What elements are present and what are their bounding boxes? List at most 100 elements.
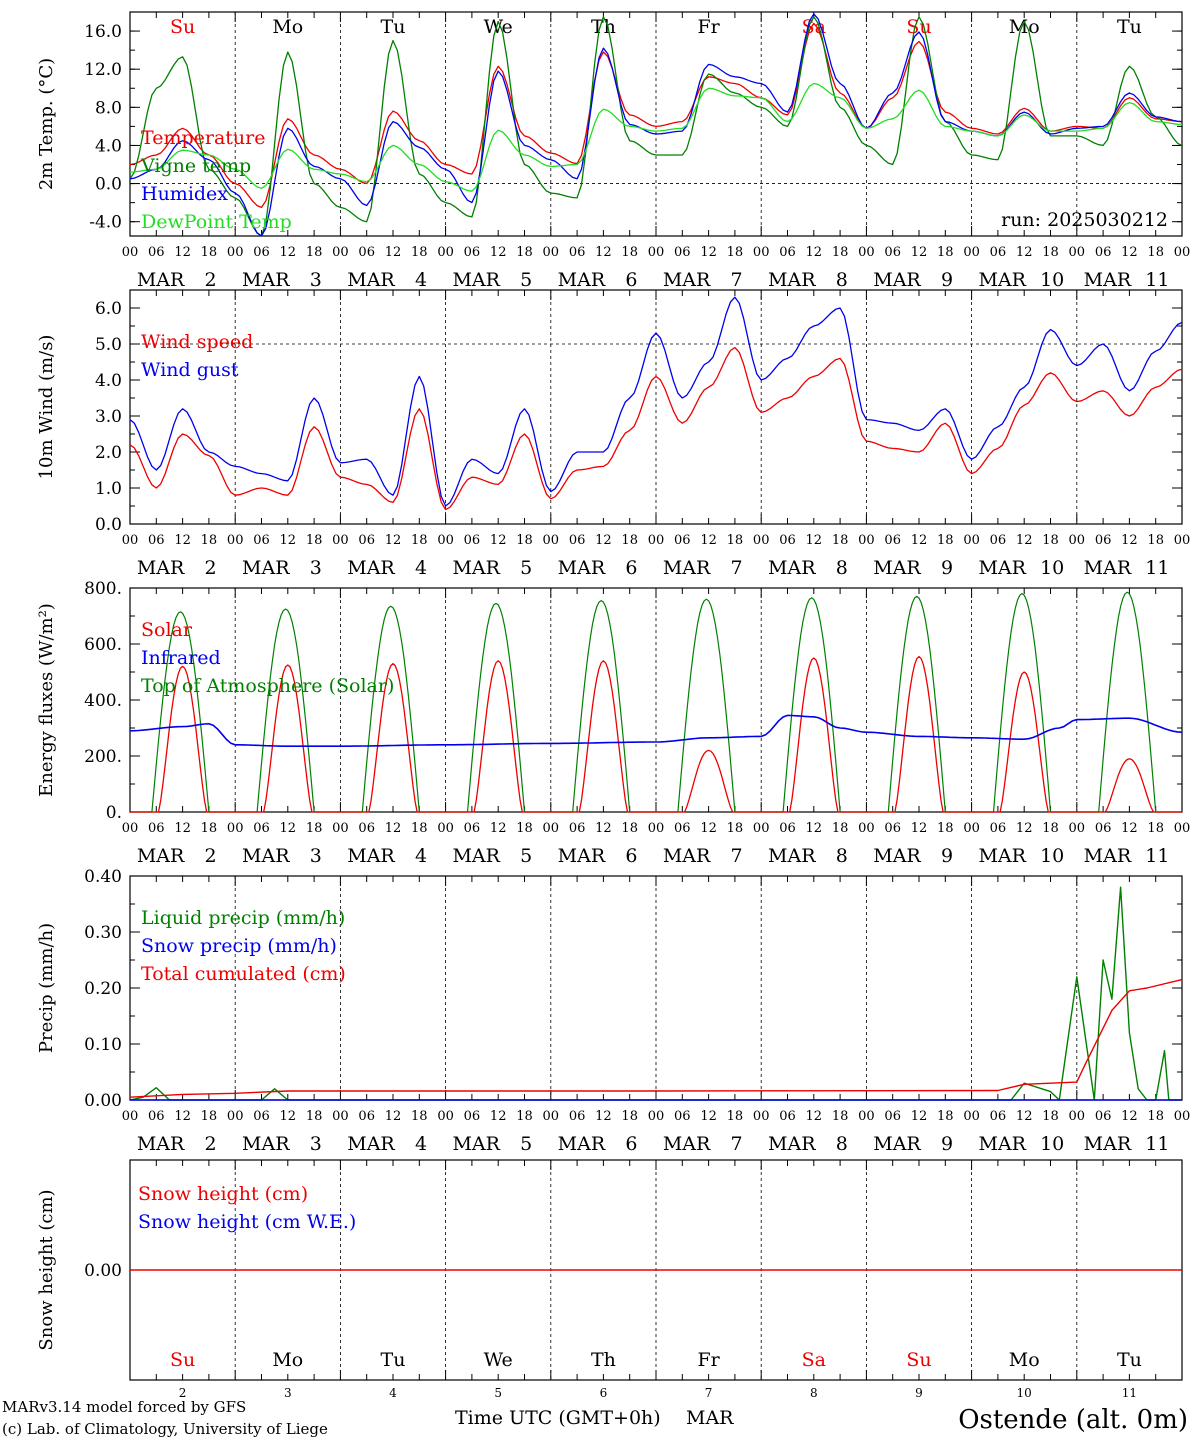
hour-tick-label: 06 <box>1095 245 1112 260</box>
hour-tick-label: 12 <box>490 1109 507 1124</box>
y-axis-label: Energy fluxes (W/m²) <box>36 603 57 797</box>
hour-tick-label: 06 <box>674 821 691 836</box>
hour-tick-label: 06 <box>148 533 165 548</box>
date-day-label: 3 <box>310 557 322 579</box>
hour-tick-label: 12 <box>280 821 297 836</box>
hour-tick-label: 12 <box>806 1109 823 1124</box>
date-day-label: 5 <box>520 557 532 579</box>
hour-tick-label: 12 <box>174 1109 191 1124</box>
date-day-label: 11 <box>1145 1133 1169 1155</box>
hour-tick-label: 12 <box>174 533 191 548</box>
hour-tick-label: 12 <box>280 1109 297 1124</box>
legend-entry: Liquid precip (mm/h) <box>141 907 345 929</box>
date-month-label: MAR <box>242 1133 290 1155</box>
hour-tick-label: 06 <box>358 821 375 836</box>
y-tick-label: 0.00 <box>84 1091 122 1111</box>
weekday-label: Mo <box>1009 1349 1040 1371</box>
hour-tick-label: 12 <box>911 533 928 548</box>
time-axis-month: MAR <box>686 1407 734 1429</box>
panel-wind: 0.0 1.0 2.0 3.0 4.0 5.0 6.0 10m Wind (m/s) 00 06 1… <box>36 289 1191 579</box>
hour-tick-label: 18 <box>727 533 744 548</box>
hour-tick-label: 18 <box>1147 533 1164 548</box>
hour-tick-label: 12 <box>595 533 612 548</box>
hour-tick-label: 12 <box>490 533 507 548</box>
panel-precip: 0.00 0.10 0.20 0.30 0.40 Precip (mm/h) 00 06 12 1… <box>36 867 1190 1155</box>
date-day-label: 6 <box>625 1133 637 1155</box>
y-axis-label: 10m Wind (m/s) <box>36 335 57 480</box>
hour-tick-label: 18 <box>621 1109 638 1124</box>
legend-entry: Wind speed <box>141 331 253 353</box>
date-month-label: MAR <box>452 557 500 579</box>
hour-tick-label: 00 <box>332 533 349 548</box>
hour-tick-label: 18 <box>937 245 954 260</box>
weekday-label: We <box>484 1349 513 1371</box>
hour-tick-label: 00 <box>543 1109 560 1124</box>
legend-entry: Temperature <box>141 127 265 149</box>
weekday-label: Su <box>170 1349 195 1371</box>
y-tick-label: 4.0 <box>95 371 122 391</box>
day-number-label: 11 <box>1122 1386 1137 1400</box>
date-day-label: 11 <box>1145 557 1169 579</box>
date-day-label: 2 <box>205 1133 217 1155</box>
date-month-label: MAR <box>1084 845 1132 867</box>
hour-tick-label: 06 <box>253 245 270 260</box>
legend-entry: Top of Atmosphere (Solar) <box>141 675 394 697</box>
date-month-label: MAR <box>768 269 816 291</box>
date-day-label: 9 <box>941 845 953 867</box>
date-day-label: 9 <box>941 557 953 579</box>
date-day-label: 10 <box>1040 845 1064 867</box>
hour-tick-label: 00 <box>648 1109 665 1124</box>
date-month-label: MAR <box>558 1133 606 1155</box>
date-day-label: 3 <box>310 1133 322 1155</box>
hour-tick-label: 18 <box>621 821 638 836</box>
y-axis-label: 2m Temp. (°C) <box>36 58 57 190</box>
date-day-label: 4 <box>415 1133 427 1155</box>
hour-tick-label: 00 <box>753 245 770 260</box>
hour-tick-label: 06 <box>674 245 691 260</box>
hour-tick-label: 06 <box>1095 533 1112 548</box>
hour-tick-label: 12 <box>174 821 191 836</box>
series-line <box>129 714 1183 748</box>
hour-tick-label: 12 <box>490 245 507 260</box>
hour-tick-label: 12 <box>911 821 928 836</box>
legend-entry: Vigne temp <box>140 155 251 177</box>
weekday-label: Mo <box>272 1349 303 1371</box>
date-day-label: 3 <box>310 269 322 291</box>
date-day-label: 7 <box>731 1133 743 1155</box>
hour-tick-label: 00 <box>122 245 139 260</box>
date-month-label: MAR <box>768 557 816 579</box>
date-day-label: 8 <box>836 1133 848 1155</box>
y-tick-label: 0.00 <box>84 1261 122 1281</box>
hour-tick-label: 06 <box>569 1109 586 1124</box>
hour-tick-label: 06 <box>148 1109 165 1124</box>
date-month-label: MAR <box>663 1133 711 1155</box>
day-number-label: 2 <box>179 1386 187 1400</box>
hour-tick-label: 00 <box>648 245 665 260</box>
date-month-label: MAR <box>452 845 500 867</box>
day-number-label: 9 <box>915 1386 923 1400</box>
weekday-label: Th <box>591 1349 616 1371</box>
hour-tick-label: 00 <box>227 245 244 260</box>
date-day-label: 5 <box>520 845 532 867</box>
hour-tick-label: 00 <box>1069 245 1086 260</box>
hour-tick-label: 00 <box>1174 533 1191 548</box>
hour-tick-label: 18 <box>516 245 533 260</box>
hour-tick-label: 00 <box>963 533 980 548</box>
hour-tick-label: 00 <box>1069 1109 1086 1124</box>
hour-tick-label: 06 <box>358 245 375 260</box>
hour-tick-label: 00 <box>437 1109 454 1124</box>
day-number-label: 3 <box>284 1386 292 1400</box>
hour-tick-label: 18 <box>1147 1109 1164 1124</box>
date-day-label: 8 <box>836 557 848 579</box>
y-tick-label: 800. <box>84 579 122 599</box>
hour-tick-label: 12 <box>700 821 717 836</box>
hour-tick-label: 06 <box>990 245 1007 260</box>
hour-tick-label: 12 <box>595 245 612 260</box>
hour-tick-label: 18 <box>411 821 428 836</box>
weekday-label: Tu <box>1117 1349 1142 1371</box>
hour-tick-label: 18 <box>516 1109 533 1124</box>
weekday-label: Sa <box>802 16 826 38</box>
hour-tick-label: 18 <box>937 821 954 836</box>
date-day-label: 8 <box>836 845 848 867</box>
